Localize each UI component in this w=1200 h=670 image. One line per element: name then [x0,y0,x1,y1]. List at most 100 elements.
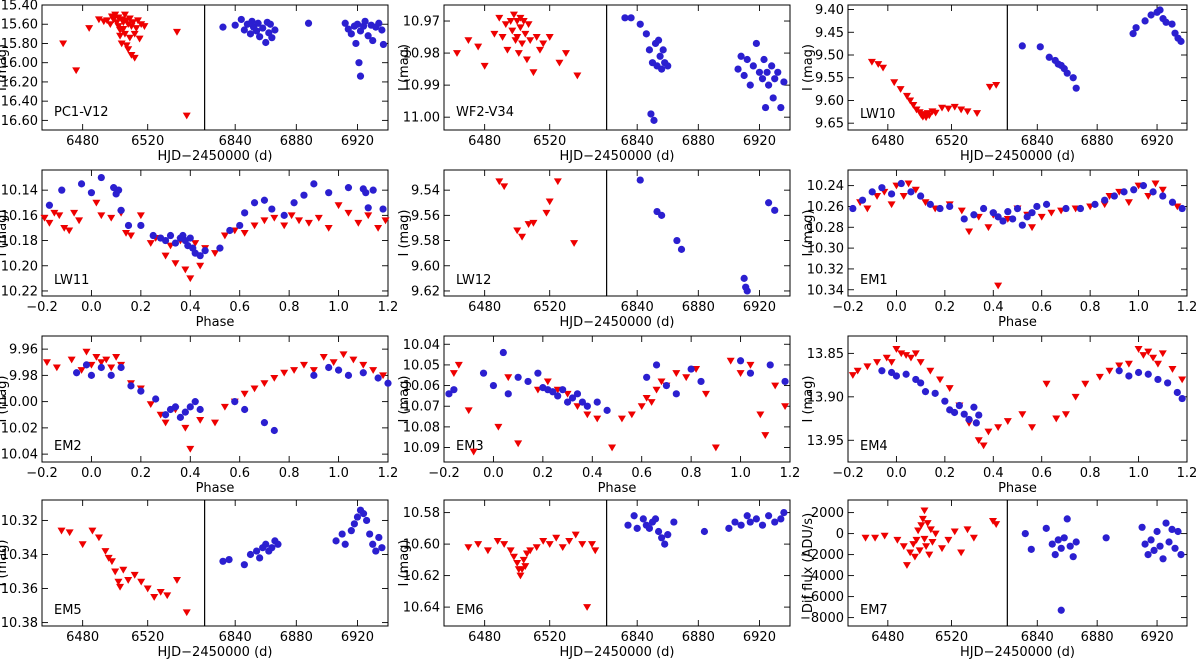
red-triangle-point [1149,354,1158,362]
x-tick-label: 6880 [682,134,715,149]
panel-label: PC1-V12 [54,105,109,120]
x-axis-label: HJD−2450000 (d) [158,645,273,660]
blue-circle-point [1177,37,1185,45]
red-triangle-point [513,227,522,235]
red-triangle-point [137,578,146,586]
blue-circle-point [624,521,632,529]
red-triangle-point [116,583,125,591]
blue-circle-point [1069,553,1077,561]
red-triangle-point [97,212,106,220]
red-triangle-point [513,560,522,567]
blue-circle-point [268,205,276,213]
red-triangle-point [521,563,530,570]
panel-lw12: 9.54 9.56 9.58 9.60 9.62 I (mag) LW12 6480 6520 6… [397,169,791,330]
red-triangle-point [902,92,911,100]
y-tick-label: 9.54 [411,184,440,199]
blue-circle-point [341,540,349,548]
blue-circle-point [107,371,115,379]
blue-circle-point [260,419,269,427]
x-tick-label: 6880 [682,300,715,315]
y-tick-label: 9.60 [815,94,844,109]
red-triangle-point [78,541,87,549]
red-triangle-point [916,359,925,366]
red-triangle-point [756,411,765,419]
blue-circle-point [573,390,582,398]
red-triangle-point [902,352,911,359]
blue-circle-point [603,406,611,414]
y-tick-label: 10.26 [807,200,844,215]
red-triangle-point [873,359,882,366]
blue-circle-point [1162,18,1170,26]
red-triangle-point [1061,411,1070,419]
red-triangle-point [132,25,141,32]
blue-circle-point [633,524,641,532]
blue-circle-point [1063,69,1071,77]
x-tick-label: 6480 [871,630,904,645]
blue-circle-point [746,369,755,377]
blue-circle-point [375,19,383,27]
blue-circle-point [124,221,133,230]
blue-circle-point [1141,17,1149,25]
x-tick-label: −0.2 [832,300,864,315]
panel-pc1-v12: 15.40 15.60 15.80 16.00 16.20 16.40 16.60 I (ma… [0,0,389,164]
plot-frame [847,4,1188,131]
red-triangle-point [354,219,363,227]
panel-label: LW10 [860,107,895,122]
blue-circle-point [970,211,978,219]
blue-circle-point [350,520,358,528]
x-tick-label: 6920 [1141,134,1174,149]
x-tick-label: 0.2 [935,466,956,481]
blue-circle-point [946,202,954,211]
y-tick-label: 9.65 [815,117,844,132]
red-triangle-point [938,104,947,112]
blue-circle-point [115,186,123,194]
red-triangle-point [107,558,116,566]
x-tick-label: 6480 [871,134,904,149]
x-tick-label: 1.0 [1128,466,1149,481]
blue-circle-point [117,206,125,214]
red-triangle-point [250,222,259,230]
blue-circle-point [755,68,764,76]
blue-circle-point [1120,188,1128,196]
red-triangle-point [963,526,972,534]
x-tick-label: 0.4 [983,300,1004,315]
red-triangle-point [57,527,66,535]
red-triangle-point [107,214,116,222]
red-triangle-point [163,592,172,600]
blue-circle-point [654,36,663,44]
red-triangle-point [887,201,896,209]
blue-circle-point [137,221,145,230]
y-tick-label: 10.05 [403,358,440,373]
x-tick-label: 1.0 [328,466,349,481]
red-triangle-point [526,547,535,555]
red-triangle-point [494,423,503,431]
plot-frame [847,335,1188,463]
red-triangle-point [114,14,123,22]
blue-circle-point [1054,536,1062,544]
blue-circle-point [936,204,944,213]
x-tick-label: 6840 [621,134,654,149]
red-triangle-point [129,19,138,27]
red-triangle-point [871,534,880,542]
y-tick-label: 10.04 [403,338,440,353]
blue-circle-point [1051,551,1059,559]
blue-circle-point [630,512,638,520]
red-triangle-point [532,544,541,552]
red-triangle-point [726,357,735,365]
red-triangle-point [899,543,908,550]
blue-circle-point [241,405,249,414]
red-triangle-point [240,390,249,398]
red-triangle-point [182,609,191,617]
x-tick-label: 6520 [131,630,164,645]
red-triangle-point [122,42,131,50]
red-triangle-point [561,50,570,57]
blue-circle-point [769,94,777,102]
blue-circle-point [1091,200,1099,208]
blue-circle-point [1057,544,1065,552]
red-triangle-point [909,541,918,548]
red-triangle-point [950,103,959,111]
blue-circle-point [639,515,647,523]
x-tick-label: 0.6 [1031,466,1052,481]
blue-circle-point [374,374,382,382]
blue-circle-point [248,17,256,25]
